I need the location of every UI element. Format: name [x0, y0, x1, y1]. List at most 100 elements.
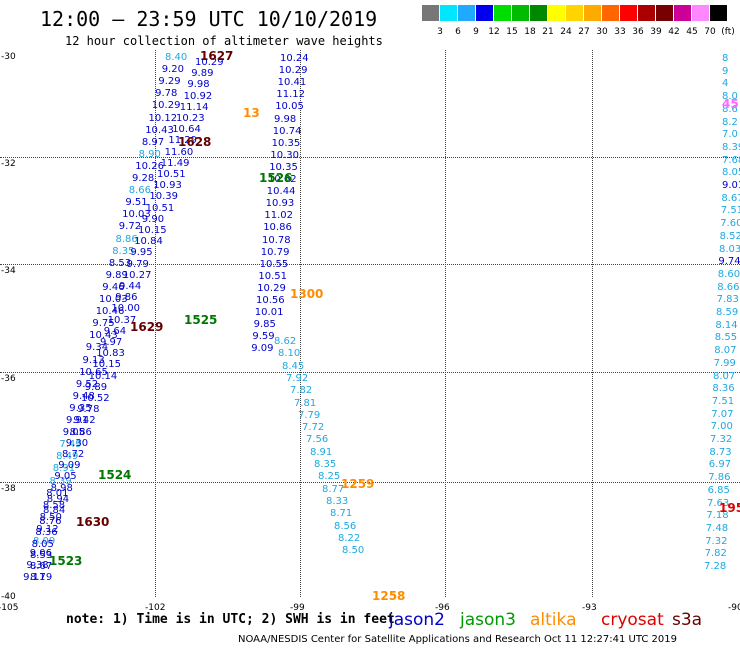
track-time-label: 13 — [243, 106, 260, 120]
wave-height-value: 9.98 — [187, 79, 210, 91]
scale-label: 12 — [488, 27, 500, 37]
longitude-label: -96 — [435, 603, 450, 613]
wave-height-value: 8.79 — [30, 572, 53, 584]
wave-height-value: 8.56 — [334, 520, 357, 532]
wave-height-value: 9.90 — [141, 213, 165, 225]
wave-height-value: 10.93 — [153, 180, 182, 192]
scale-swatch — [458, 5, 475, 21]
map-title: 12:00 – 23:59 UTC 10/10/2019 — [40, 7, 378, 31]
scale-swatch — [440, 5, 457, 21]
scale-label: 6 — [455, 27, 461, 37]
wave-height-value: 10.51 — [258, 270, 288, 282]
scale-swatch — [674, 5, 691, 21]
wave-height-value: 8.53 — [108, 257, 132, 269]
wave-height-value: 8.25 — [318, 471, 341, 483]
wave-height-value: 7.92 — [286, 372, 309, 384]
wave-height-value: 8.6 — [722, 103, 738, 115]
wave-height-value: 7.49 — [59, 439, 82, 451]
longitude-label: -102 — [145, 603, 166, 613]
scale-swatch — [476, 5, 493, 21]
wave-height-value: 10.52 — [81, 393, 110, 404]
wave-height-value: 8.05 — [31, 538, 54, 550]
wave-height-value: 11.12 — [276, 89, 306, 101]
wave-height-value: 10.01 — [254, 307, 284, 319]
scale-label: 18 — [524, 27, 536, 37]
scale-label: 36 — [632, 27, 644, 37]
wave-height-value: 8.33 — [326, 495, 349, 507]
scale-swatch — [422, 5, 439, 21]
wave-height-value: 10.84 — [134, 236, 163, 248]
legend-cryosat: cryosat — [601, 610, 664, 630]
wave-height-value: 10.79 — [260, 246, 290, 258]
wave-height-value: 8.84 — [43, 505, 66, 516]
wave-height-value: 9.89 — [191, 68, 214, 80]
scale-label: 30 — [596, 27, 608, 37]
wave-height-value: 8.03 — [719, 243, 740, 255]
latitude-label: -38 — [1, 484, 16, 494]
grid-line-vertical — [445, 50, 446, 597]
wave-height-value: 11.02 — [264, 210, 294, 222]
wave-height-value: 10.65 — [79, 366, 108, 378]
wave-height-value: 9.51 — [125, 197, 148, 209]
wave-height-value: 11.60 — [164, 146, 194, 158]
wave-height-value: 9.05 — [62, 427, 85, 439]
wave-height-value: 10.23 — [176, 113, 205, 124]
scale-swatch — [584, 5, 601, 21]
grid-line-horizontal — [0, 482, 740, 483]
wave-height-value: 10.35 — [271, 137, 301, 149]
track-time-label: 1523 — [49, 554, 83, 568]
wave-height-value: 10.15 — [92, 359, 122, 371]
wave-height-value: 10.86 — [263, 222, 292, 234]
wave-height-value: 8.98 — [50, 482, 73, 494]
wave-height-value: 8.14 — [715, 319, 738, 331]
wave-height-value: 8.90 — [138, 148, 161, 160]
wave-height-value: 7.0 — [722, 129, 738, 141]
wave-height-value: 8.72 — [62, 449, 85, 460]
wave-height-value: 9.86 — [115, 292, 138, 304]
wave-height-value: 10.29 — [151, 100, 181, 112]
wave-height-value: 8.07 — [713, 370, 736, 382]
wave-height-value: 8.58 — [42, 499, 66, 511]
wave-height-value: 8.53 — [30, 549, 53, 561]
wave-height-value: 9.46 — [102, 281, 125, 293]
wave-height-value: 7.82 — [704, 548, 727, 560]
wave-height-value: 6.85 — [707, 484, 730, 496]
wave-height-value: 10.43 — [89, 330, 118, 342]
wave-height-value: 8.86 — [115, 233, 138, 245]
wave-height-value: 9.59 — [252, 331, 275, 343]
wave-height-value: 10.46 — [95, 306, 125, 318]
scale-swatch — [494, 5, 511, 21]
wave-height-value: 8.66 — [128, 185, 151, 197]
track-time-label: 1526 — [259, 171, 293, 185]
wave-height-value: 9.74 — [718, 256, 740, 268]
wave-height-value: 8.49 — [56, 451, 79, 463]
wave-height-value: 8.67 — [721, 192, 740, 204]
wave-height-value: 8.52 — [719, 230, 740, 242]
wave-height-value: 8.59 — [716, 307, 739, 318]
scale-label: 24 — [560, 27, 572, 37]
wave-height-value: 11.14 — [179, 101, 209, 113]
track-time-label: 1627 — [200, 49, 234, 63]
wave-height-value: 10.62 — [268, 174, 297, 185]
scale-swatch — [638, 5, 655, 21]
wave-height-value: 10.24 — [280, 53, 309, 64]
wave-height-value: 9.34 — [85, 342, 109, 354]
track-time-label: 195 — [719, 501, 740, 515]
grid-line-horizontal — [0, 157, 740, 158]
scale-label: 3 — [437, 27, 443, 37]
wave-height-value: 9.79 — [126, 258, 149, 270]
longitude-label: -99 — [290, 603, 305, 613]
wave-height-value: 8.76 — [39, 516, 62, 528]
track-time-label: 1524 — [98, 468, 132, 482]
wave-height-value: 10.35 — [269, 161, 298, 173]
wave-height-value: 10.39 — [149, 191, 179, 203]
wave-height-value: 8.60 — [717, 268, 740, 280]
wave-height-value: 7.28 — [704, 561, 727, 572]
wave-height-value: 7.99 — [713, 357, 736, 369]
scale-label: 33 — [614, 27, 626, 37]
longitude-label: -90 — [728, 603, 740, 613]
wave-height-value: 4 — [722, 78, 729, 90]
wave-height-value: 8.55 — [714, 332, 738, 344]
wave-height-value: 7.68 — [722, 154, 740, 166]
